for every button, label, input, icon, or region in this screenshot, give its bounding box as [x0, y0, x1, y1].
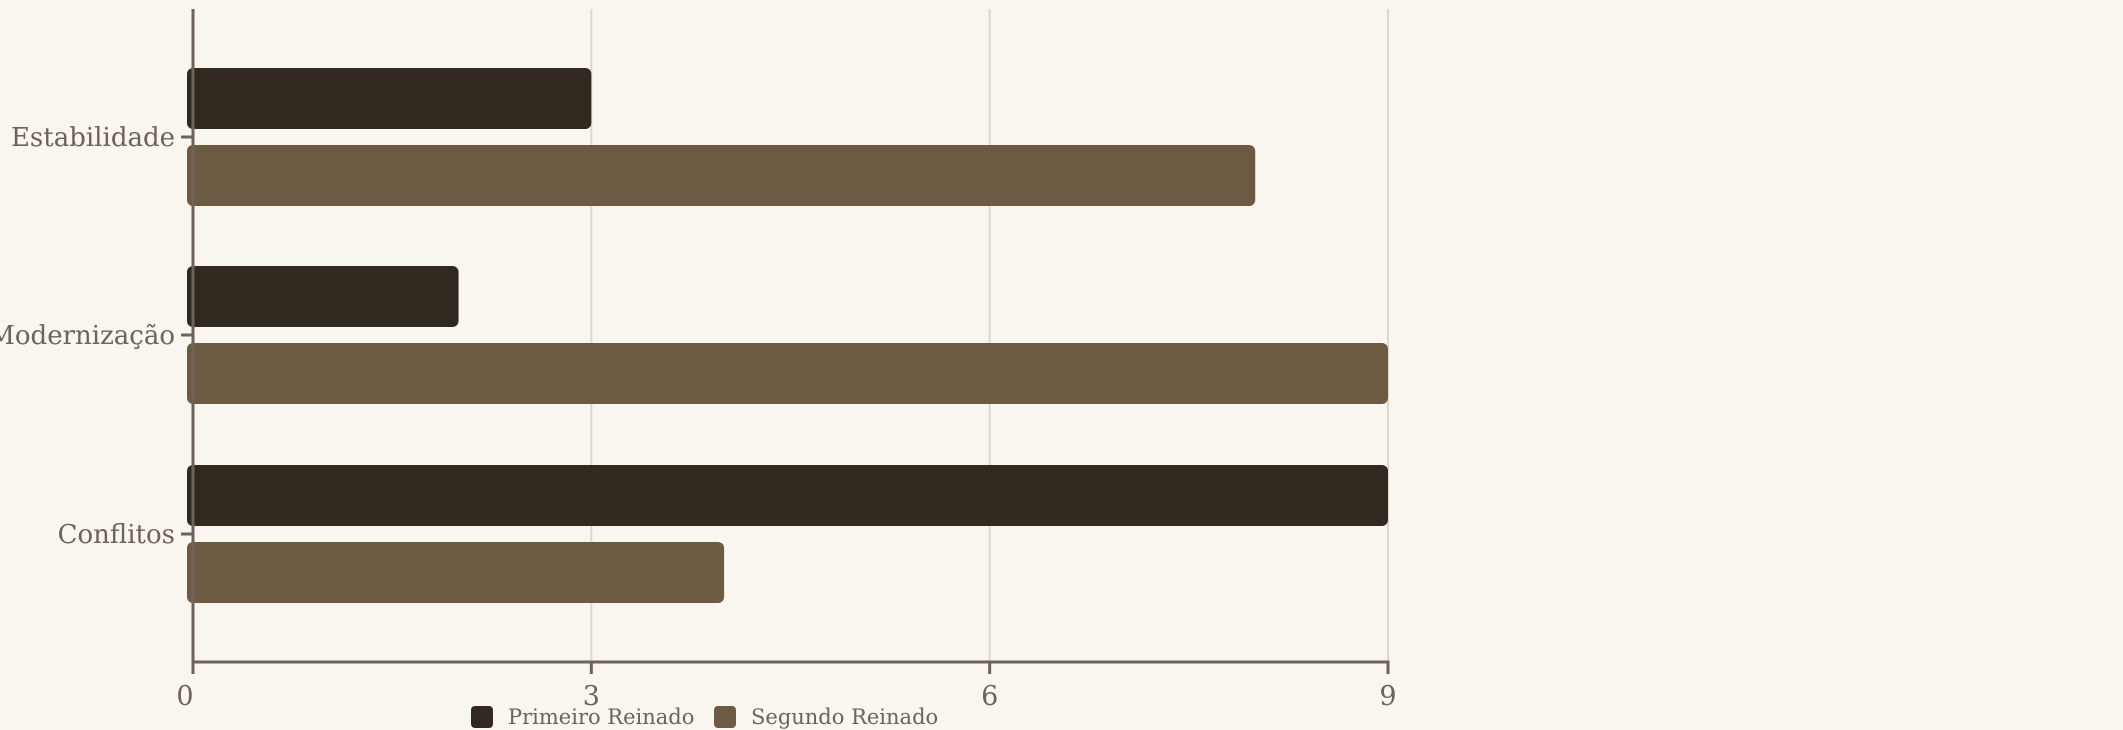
legend-swatch-1 [471, 706, 493, 728]
category-label-2: Modernização [0, 321, 175, 351]
bar-1-3 [187, 465, 1388, 526]
x-tick-label-3: 9 [1379, 681, 1396, 712]
legend-label-2: Segundo Reinado [751, 705, 938, 729]
axes: 0 3 6 9 Estabilidade Modernização Conflitos [0, 9, 1397, 712]
bar-1-2 [187, 266, 459, 327]
bar-1-1 [187, 68, 592, 129]
bar-2-2 [187, 343, 1388, 404]
bars [187, 68, 1388, 603]
bar-2-3 [187, 542, 725, 603]
legend-swatch-2 [714, 706, 736, 728]
x-tick-label-2: 6 [981, 681, 998, 712]
bar-2-1 [187, 145, 1256, 206]
category-label-3: Conflitos [58, 520, 175, 550]
x-tick-label-0: 0 [176, 681, 193, 712]
category-label-1: Estabilidade [11, 123, 175, 153]
legend-label-1: Primeiro Reinado [508, 705, 694, 729]
x-tick-label-1: 3 [583, 681, 600, 712]
legend: Primeiro Reinado Segundo Reinado [471, 705, 938, 729]
